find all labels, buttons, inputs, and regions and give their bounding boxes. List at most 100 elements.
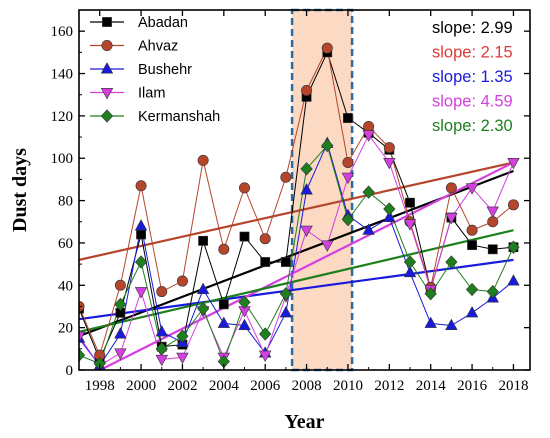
data-point-kermanshah bbox=[114, 297, 127, 311]
legend-item-abadan: Abadan bbox=[90, 15, 188, 31]
legend-label: Ilam bbox=[138, 86, 165, 102]
data-point-bushehr bbox=[238, 318, 251, 331]
legend-label: Abadan bbox=[138, 15, 188, 31]
legend-marker bbox=[100, 88, 114, 100]
trend-line-kermanshah bbox=[79, 229, 514, 333]
legend-marker bbox=[101, 39, 113, 51]
data-point-ilam bbox=[445, 213, 458, 225]
data-point-kermanshah bbox=[279, 287, 292, 301]
x-tick-label: 2012 bbox=[374, 378, 404, 394]
y-tick-label: 20 bbox=[58, 321, 73, 337]
data-point-ahvaz bbox=[301, 84, 313, 96]
slope-annotation: slope: 2.30 bbox=[432, 117, 513, 135]
data-point-ahvaz bbox=[466, 224, 478, 236]
x-tick-label: 2016 bbox=[457, 378, 488, 394]
data-point-kermanshah bbox=[321, 138, 334, 153]
x-tick-label: 2018 bbox=[498, 378, 528, 394]
data-point-kermanshah bbox=[445, 255, 458, 269]
data-point-abadan bbox=[136, 229, 146, 240]
slope-annotation: slope: 2.99 bbox=[432, 19, 513, 37]
data-point-ahvaz bbox=[507, 199, 519, 211]
x-tick-label: 2006 bbox=[250, 378, 281, 394]
trend-line-ahvaz bbox=[79, 161, 514, 261]
data-point-ilam bbox=[321, 240, 334, 252]
x-tick-label: 2002 bbox=[167, 378, 197, 394]
data-point-bushehr bbox=[465, 305, 479, 318]
data-point-ahvaz bbox=[363, 120, 375, 132]
data-point-kermanshah bbox=[383, 202, 396, 216]
legend-label: Bushehr bbox=[138, 62, 192, 78]
data-point-ahvaz bbox=[197, 154, 209, 166]
data-point-abadan bbox=[239, 231, 250, 242]
data-point-abadan bbox=[405, 197, 415, 208]
data-point-ahvaz bbox=[321, 42, 333, 54]
data-point-bushehr bbox=[217, 316, 231, 328]
data-point-bushehr bbox=[403, 265, 417, 278]
data-point-abadan bbox=[280, 257, 291, 267]
data-point-ahvaz bbox=[114, 279, 126, 291]
data-point-ilam bbox=[465, 183, 479, 195]
data-point-kermanshah bbox=[300, 162, 313, 176]
data-point-kermanshah bbox=[79, 348, 86, 362]
data-point-ahvaz bbox=[218, 243, 230, 255]
y-tick-label: 40 bbox=[58, 278, 73, 294]
slope-annotation: slope: 1.35 bbox=[432, 68, 513, 86]
data-point-ahvaz bbox=[156, 286, 168, 298]
data-point-kermanshah bbox=[403, 255, 417, 269]
data-point-ilam bbox=[341, 172, 355, 185]
legend-item-kermanshah: Kermanshah bbox=[90, 109, 220, 125]
data-point-kermanshah bbox=[238, 295, 251, 309]
x-tick-label: 2010 bbox=[333, 378, 363, 394]
data-point-kermanshah bbox=[259, 327, 272, 341]
data-point-ahvaz bbox=[176, 275, 188, 287]
data-point-bushehr bbox=[134, 219, 148, 231]
data-point-abadan bbox=[487, 244, 498, 255]
data-point-ilam bbox=[176, 352, 189, 365]
data-point-ilam bbox=[258, 350, 272, 363]
data-point-ilam bbox=[114, 348, 127, 360]
series-line-ahvaz bbox=[79, 46, 514, 357]
y-tick-label: 140 bbox=[51, 67, 74, 83]
x-tick-label: 1998 bbox=[85, 378, 115, 394]
series-line-kermanshah bbox=[79, 144, 514, 365]
legend-item-bushehr: Bushehr bbox=[90, 62, 192, 78]
legend-marker bbox=[100, 62, 114, 74]
data-point-abadan bbox=[218, 299, 229, 310]
plot-frame bbox=[78, 9, 531, 371]
y-axis-title: Dust days bbox=[9, 148, 31, 232]
trend-line-bushehr bbox=[79, 258, 514, 321]
data-point-ilam bbox=[486, 206, 499, 219]
y-tick-label: 160 bbox=[51, 24, 74, 40]
x-tick-label: 2008 bbox=[292, 378, 322, 394]
y-tick-label: 100 bbox=[51, 151, 74, 167]
data-point-kermanshah bbox=[341, 213, 355, 227]
data-point-ilam bbox=[79, 331, 86, 343]
data-point-ilam bbox=[362, 130, 375, 142]
y-tick-label: 120 bbox=[51, 109, 74, 125]
data-point-ilam bbox=[300, 225, 313, 238]
data-point-ilam bbox=[155, 354, 168, 367]
data-point-abadan bbox=[343, 113, 353, 123]
series-line-bushehr bbox=[79, 141, 514, 367]
data-point-kermanshah bbox=[507, 240, 520, 254]
data-point-bushehr bbox=[362, 223, 375, 235]
data-point-ahvaz bbox=[383, 142, 395, 154]
data-point-bushehr bbox=[445, 318, 458, 331]
data-point-kermanshah bbox=[486, 285, 499, 299]
legend-item-ilam: Ilam bbox=[90, 86, 165, 102]
slope-annotation: slope: 4.59 bbox=[432, 93, 513, 111]
data-point-kermanshah bbox=[155, 342, 168, 356]
data-point-bushehr bbox=[383, 210, 396, 223]
data-point-kermanshah bbox=[362, 185, 375, 199]
slope-annotation: slope: 2.15 bbox=[432, 44, 513, 62]
x-tick-label: 2000 bbox=[126, 378, 156, 394]
data-point-ahvaz bbox=[280, 171, 292, 183]
data-point-ilam bbox=[134, 287, 148, 299]
x-axis-title: Year bbox=[285, 411, 325, 433]
data-point-bushehr bbox=[300, 183, 313, 195]
x-tick-label: 2004 bbox=[209, 378, 240, 394]
y-tick-label: 0 bbox=[66, 363, 74, 379]
highlight-band bbox=[290, 8, 354, 372]
